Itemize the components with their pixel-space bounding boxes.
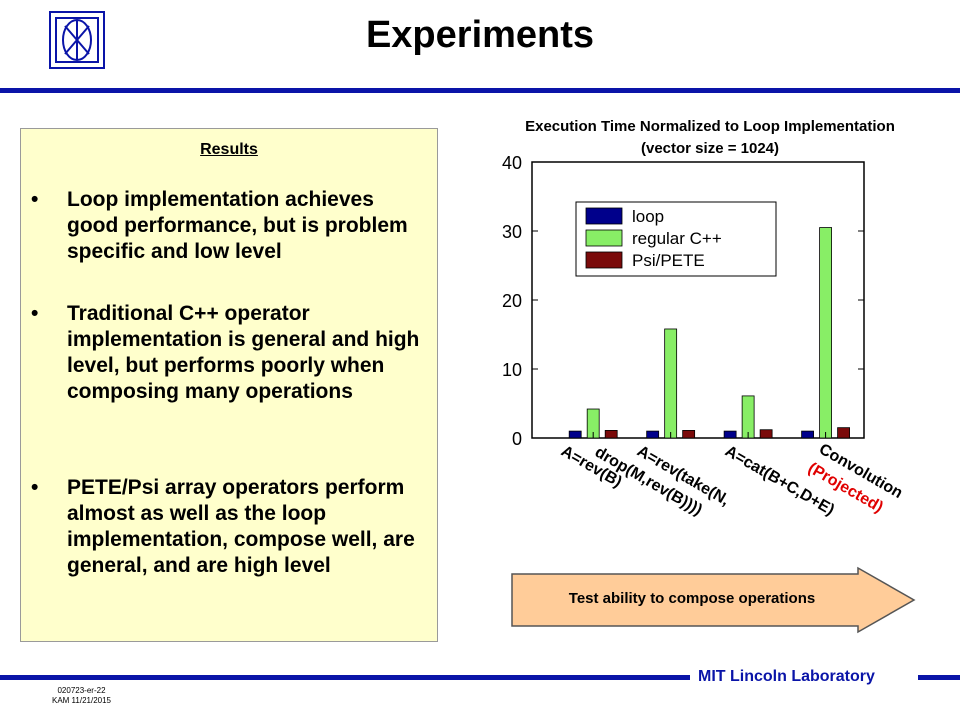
legend-swatch	[585, 207, 623, 225]
legend-label: Psi/PETE	[632, 251, 705, 270]
chart-title: Execution Time Normalized to Loop Implem…	[525, 118, 895, 135]
bar	[664, 328, 678, 439]
legend-swatch	[585, 229, 623, 247]
bullet-dot: •	[31, 476, 39, 499]
y-tick-label: 20	[502, 291, 522, 311]
bullet-dot: •	[31, 188, 39, 211]
bottom-divider	[0, 675, 690, 680]
bullet-text: Traditional C++ operator implementation …	[67, 302, 420, 403]
bar	[801, 430, 814, 439]
y-tick-label: 30	[502, 222, 522, 242]
footer-slide-code: 020723-er-22 KAM 11/21/2015	[52, 686, 111, 706]
bullet-dot: •	[31, 302, 39, 325]
chart-title-block: Execution Time Normalized to Loop Implem…	[470, 116, 950, 160]
compose-arrow	[511, 566, 916, 634]
bar	[819, 227, 832, 439]
bar	[682, 430, 696, 439]
chart-subtitle: (vector size = 1024)	[641, 140, 779, 157]
footer-lab-name: MIT Lincoln Laboratory	[698, 668, 875, 685]
legend-label: loop	[632, 207, 664, 226]
bar	[759, 429, 773, 439]
results-heading: Results	[200, 141, 258, 158]
footer-code-line: 020723-er-22	[57, 686, 106, 695]
bar	[604, 430, 618, 439]
lincoln-logo	[46, 8, 108, 72]
bar	[646, 430, 660, 439]
y-tick-label: 0	[512, 429, 522, 449]
arrow-shape	[511, 566, 916, 634]
top-divider	[0, 88, 960, 93]
results-panel: Results • Loop implementation achieves g…	[20, 128, 438, 642]
legend-label: regular C++	[632, 229, 722, 248]
arrow-label: Test ability to compose operations	[568, 590, 816, 607]
footer-date-line: KAM 11/21/2015	[52, 696, 112, 705]
y-tick-label: 10	[502, 360, 522, 380]
bullet-text: PETE/Psi array operators perform almost …	[67, 476, 415, 577]
bar	[837, 427, 850, 439]
bar	[568, 430, 582, 439]
bottom-divider-end	[918, 675, 960, 680]
bar	[723, 430, 737, 439]
legend-swatch	[585, 251, 623, 269]
bar	[741, 395, 755, 439]
bullet-text: Loop implementation achieves good perfor…	[67, 188, 408, 263]
y-tick-label: 40	[502, 153, 522, 173]
slide-title: Experiments	[365, 14, 595, 56]
